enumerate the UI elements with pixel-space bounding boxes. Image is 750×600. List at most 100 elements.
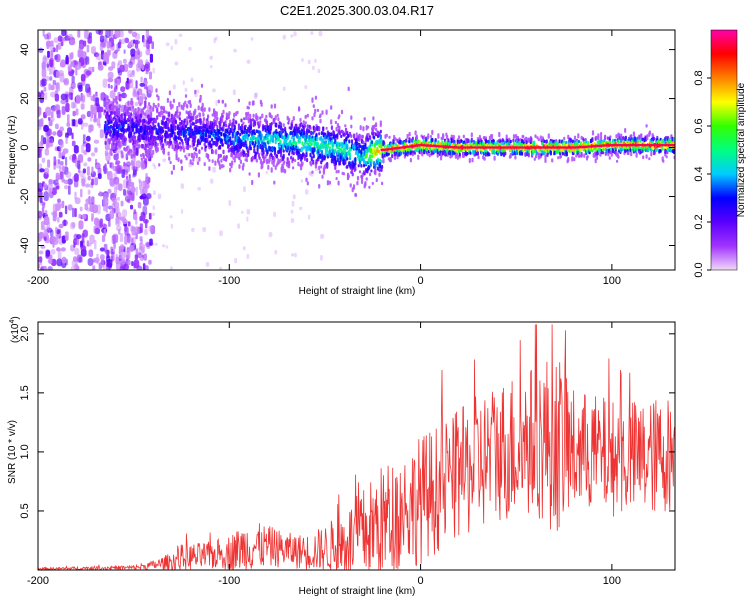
heatmap-cell xyxy=(312,159,315,165)
heatmap-cell xyxy=(241,125,244,130)
heatmap-cell xyxy=(147,151,150,155)
heatmap-cell xyxy=(381,181,384,186)
heatmap-cell xyxy=(155,88,158,93)
heatmap-cell xyxy=(287,121,290,125)
heatmap-cell xyxy=(222,149,225,155)
heatmap-cell xyxy=(124,169,128,176)
heatmap-cell xyxy=(196,156,199,163)
heatmap-cell xyxy=(308,129,311,134)
heatmap-cell xyxy=(82,122,89,127)
heatmap-cell xyxy=(186,116,189,122)
heatmap-cell xyxy=(269,146,272,152)
heatmap-cell xyxy=(112,98,115,104)
heatmap-cell xyxy=(43,191,49,202)
heatmap-cell xyxy=(240,139,243,146)
heatmap-cell xyxy=(509,152,512,159)
heatmap-cell xyxy=(148,177,151,183)
heatmap-cell xyxy=(302,120,305,126)
heatmap-cell xyxy=(369,172,372,177)
heatmap-cell xyxy=(137,59,143,69)
heatmap-cell xyxy=(259,116,262,120)
heatmap-cell xyxy=(231,152,234,158)
heatmap-cell xyxy=(44,148,49,156)
heatmap-cell xyxy=(240,118,243,123)
heatmap-cell xyxy=(128,125,131,131)
heatmap-cell xyxy=(360,179,364,184)
heatmap-cell xyxy=(215,111,218,117)
heatmap-cell xyxy=(140,160,145,170)
heatmap-cell xyxy=(105,105,108,110)
heatmap-cell xyxy=(130,191,135,202)
heatmap-cell xyxy=(150,225,156,235)
colorbar-tick-label: 0.6 xyxy=(693,118,705,133)
heatmap-cell xyxy=(470,132,473,138)
heatmap-cell xyxy=(191,227,195,232)
y-tick-label: 40 xyxy=(19,43,31,55)
heatmap-cell xyxy=(154,104,157,109)
heatmap-cell xyxy=(71,101,75,109)
heatmap-cell xyxy=(134,101,139,107)
heatmap-cell xyxy=(182,147,186,153)
heatmap-cell xyxy=(261,113,264,119)
heatmap-cell xyxy=(251,179,254,186)
heatmap-cell xyxy=(591,137,594,143)
heatmap-cell xyxy=(249,118,252,124)
heatmap-cell xyxy=(249,113,252,119)
heatmap-cell xyxy=(182,80,185,85)
heatmap-cell xyxy=(310,130,313,136)
heatmap-cell xyxy=(95,158,98,165)
heatmap-cell xyxy=(85,83,90,93)
heatmap-cell xyxy=(55,82,59,90)
heatmap-cell xyxy=(76,237,80,246)
heatmap-cell xyxy=(143,180,147,189)
heatmap-cell xyxy=(146,132,149,136)
spectrogram-y-axis-label: Frequency (Hz) xyxy=(7,116,18,185)
heatmap-cell xyxy=(320,165,323,169)
heatmap-cell xyxy=(77,49,82,58)
heatmap-cell xyxy=(118,60,122,66)
heatmap-cell xyxy=(253,92,257,99)
heatmap-cell xyxy=(547,133,550,139)
heatmap-cell xyxy=(57,42,62,50)
heatmap-cell xyxy=(174,125,177,131)
heatmap-cell xyxy=(156,107,159,112)
heatmap-cell xyxy=(246,209,251,215)
heatmap-cell xyxy=(64,205,68,215)
heatmap-cell xyxy=(608,156,611,160)
heatmap-cell xyxy=(72,119,76,127)
heatmap-cell xyxy=(221,114,224,118)
heatmap-cell xyxy=(291,253,295,257)
heatmap-cell xyxy=(246,216,249,222)
heatmap-cell xyxy=(185,110,188,115)
heatmap-cell xyxy=(169,100,172,106)
heatmap-cell xyxy=(452,150,455,155)
heatmap-cell xyxy=(143,218,149,224)
heatmap-cell xyxy=(57,129,63,138)
y-tick-label: -20 xyxy=(19,189,31,205)
heatmap-cell xyxy=(268,231,273,238)
heatmap-cell xyxy=(306,113,309,118)
heatmap-cell xyxy=(338,114,341,118)
heatmap-cell xyxy=(389,157,392,163)
heatmap-cell xyxy=(272,161,275,167)
heatmap-cell xyxy=(577,139,581,144)
heatmap-cell xyxy=(148,102,151,106)
heatmap-cell xyxy=(253,135,256,140)
heatmap-cell xyxy=(326,180,329,186)
heatmap-cell xyxy=(383,141,386,146)
heatmap-cell xyxy=(199,118,202,124)
heatmap-cell xyxy=(61,200,65,209)
heatmap-cell xyxy=(38,250,44,255)
heatmap-cell xyxy=(119,64,125,73)
heatmap-cell xyxy=(498,131,501,138)
heatmap-cell xyxy=(544,154,547,159)
heatmap-cell xyxy=(241,210,244,214)
heatmap-cell xyxy=(170,170,173,175)
heatmap-cell xyxy=(356,175,360,181)
heatmap-cell xyxy=(158,163,161,167)
heatmap-cell xyxy=(233,158,236,163)
heatmap-cell xyxy=(171,145,174,150)
heatmap-cell xyxy=(600,135,603,140)
heatmap-cell xyxy=(67,65,72,72)
